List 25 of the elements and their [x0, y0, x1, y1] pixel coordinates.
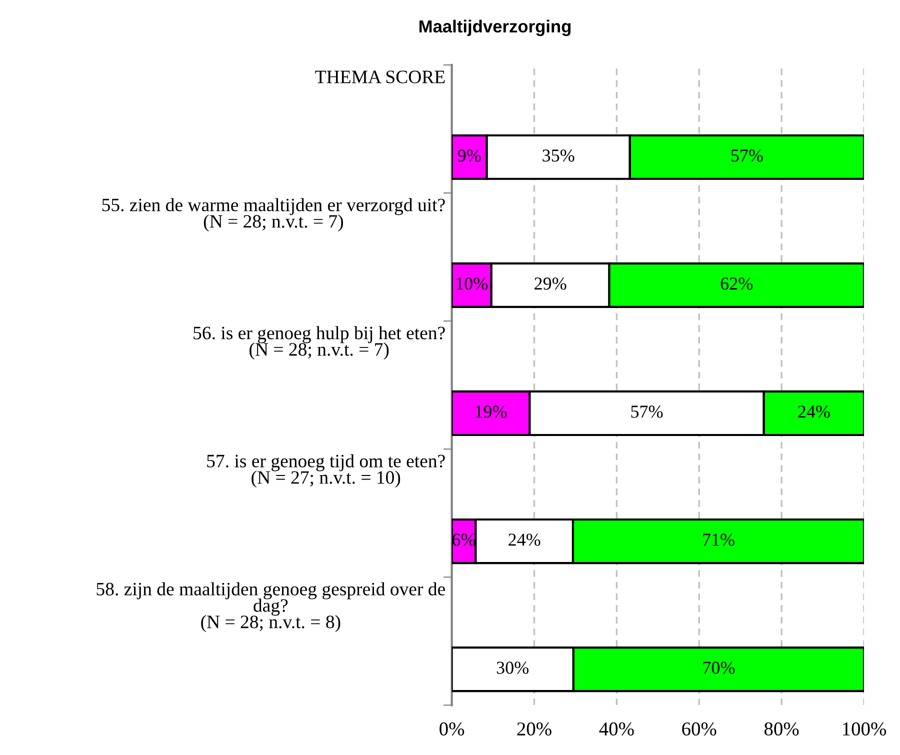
data-label: 62% [720, 278, 753, 290]
chart-title: Maaltijdverzorging [419, 20, 571, 36]
data-label: 57% [731, 149, 763, 162]
y-tick-label: 56. is er genoeg hulp bij het eten? (N = 28; n.v.t. = 7) [194, 326, 445, 360]
x-tick-label: 80% [764, 722, 799, 736]
data-label: 9% [458, 149, 481, 162]
y-tick-label: 57. is er genoeg tijd om te eten? (N = 27; n.v.t. = 10) [207, 454, 445, 488]
data-label: 10% [456, 278, 488, 290]
data-label: 30% [496, 662, 529, 674]
data-label: 35% [542, 149, 574, 162]
data-label: 24% [508, 534, 540, 546]
x-tick-label: 20% [517, 722, 552, 736]
y-tick-label: 55. zien de warme maaltijden er verzorgd uit? (N = 28; n.v.t. = 7) [102, 198, 445, 232]
data-label: 70% [703, 662, 735, 674]
data-label: 57% [631, 406, 663, 418]
data-label: 71% [703, 534, 734, 546]
data-label: 19% [476, 406, 507, 418]
x-tick-label: 100% [843, 722, 886, 736]
x-tick-label: 0% [440, 722, 464, 736]
y-tick-label: THEMA SCORE [315, 70, 445, 84]
data-label: 24% [798, 406, 830, 418]
data-label: 29% [534, 278, 566, 290]
x-tick-label: 60% [682, 722, 716, 736]
x-tick-label: 40% [599, 722, 634, 736]
y-tick-label: 58. zijn de maaltijden genoeg gespreid over de dag? (N = 28; n.v.t. = 8) [96, 582, 445, 632]
